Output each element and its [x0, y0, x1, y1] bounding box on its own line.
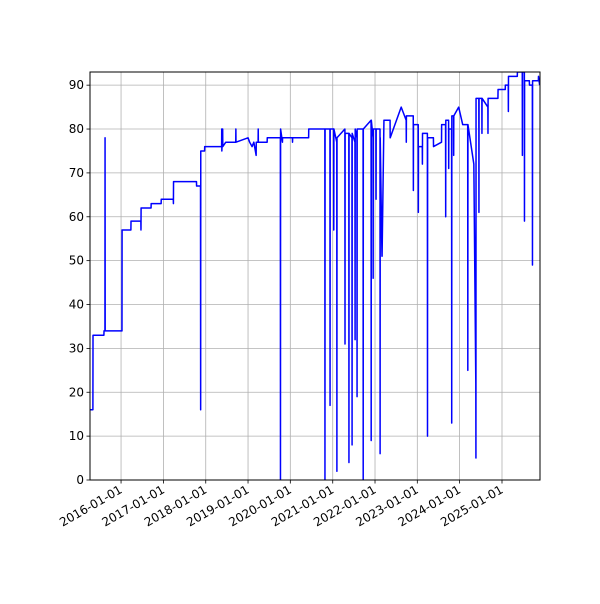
- y-tick-label: 60: [69, 210, 84, 224]
- axes-frame: [89, 71, 541, 481]
- y-tick-label: 90: [69, 78, 84, 92]
- y-tick-label: 70: [69, 166, 84, 180]
- y-tick-label: 20: [69, 385, 84, 399]
- y-tick-label: 50: [69, 254, 84, 268]
- data-line: [90, 72, 540, 480]
- y-tick-label: 30: [69, 341, 84, 355]
- y-tick-label: 80: [69, 122, 84, 136]
- y-tick-label: 0: [76, 473, 84, 487]
- grid: [90, 72, 540, 481]
- y-tick-label: 10: [69, 429, 84, 443]
- plot-area: [90, 72, 540, 480]
- y-tick-label: 40: [69, 298, 84, 312]
